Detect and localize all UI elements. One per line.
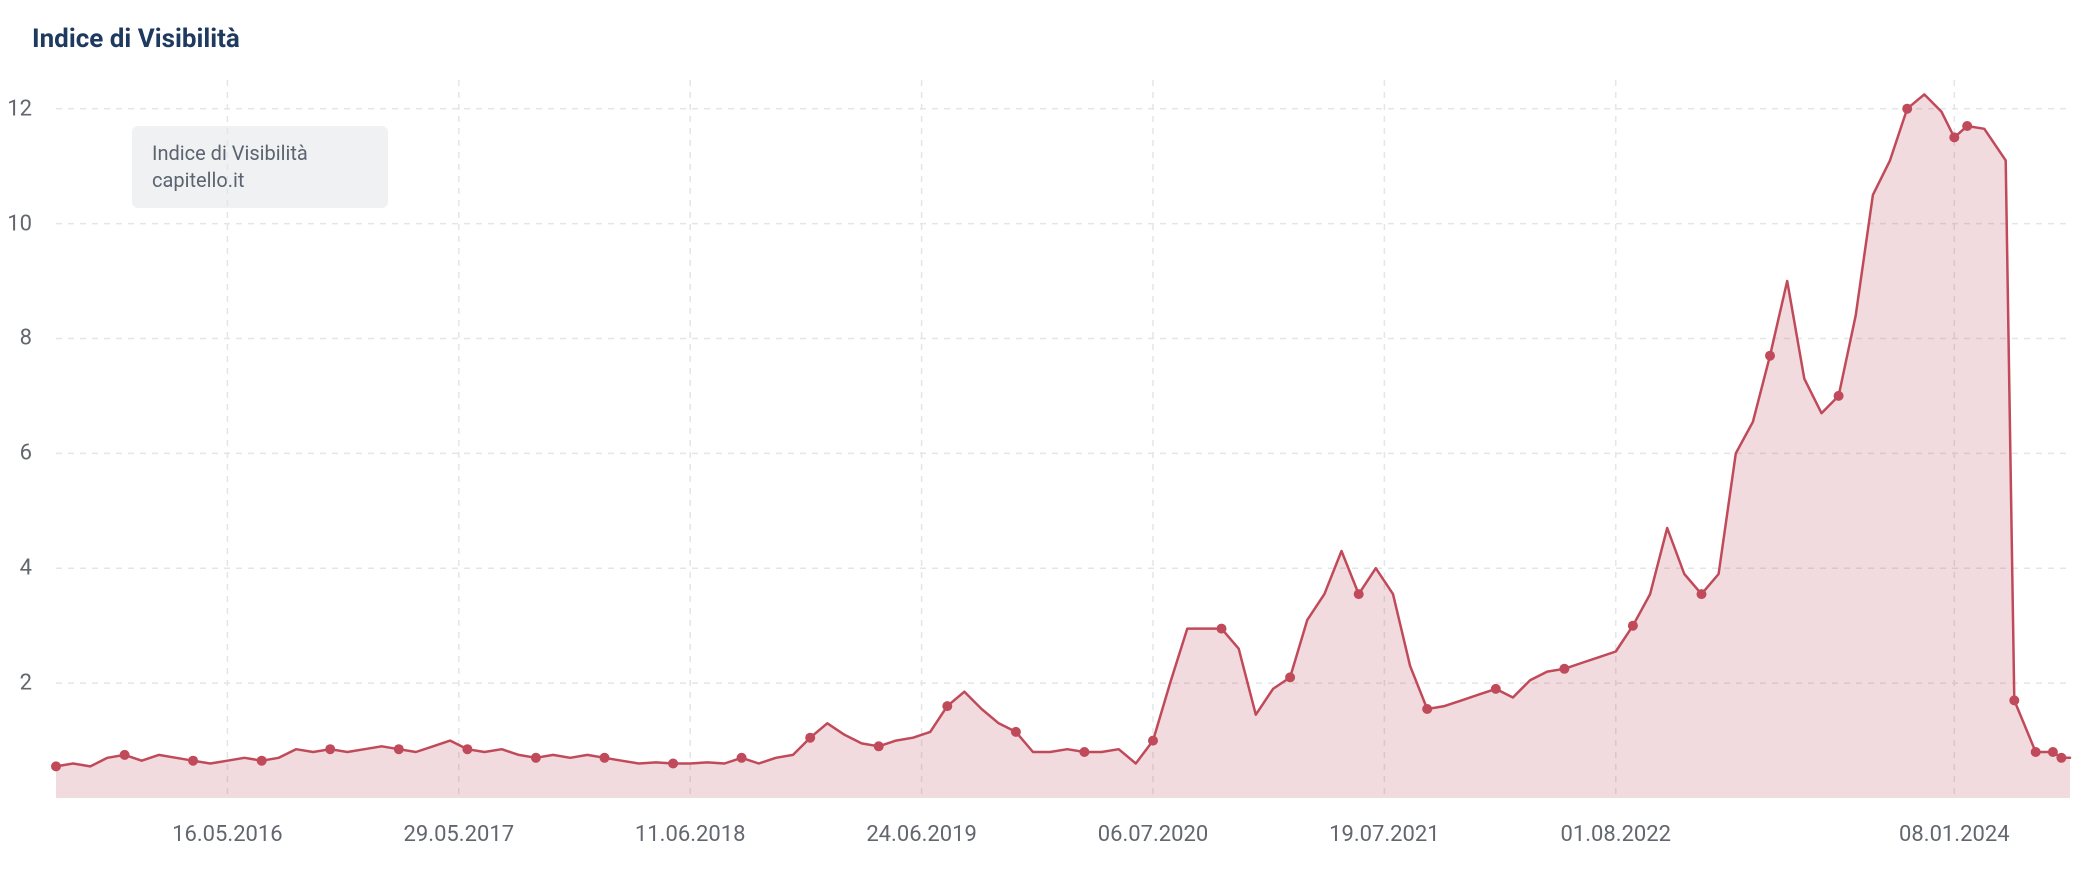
series-marker [1697,589,1707,599]
series-marker [1834,391,1844,401]
visibility-chart [0,0,2084,878]
series-marker [1962,121,1972,131]
series-marker [394,744,404,754]
x-tick-label: 08.01.2024 [1899,822,2010,847]
series-marker [737,753,747,763]
series-area [56,94,2070,798]
y-tick-label: 6 [20,441,32,466]
series-marker [531,753,541,763]
series-marker [1285,672,1295,682]
series-marker [805,733,815,743]
series-marker [1902,104,1912,114]
series-marker [874,741,884,751]
series-marker [2009,695,2019,705]
x-tick-label: 01.08.2022 [1561,822,1672,847]
series-marker [668,759,678,769]
x-tick-label: 24.06.2019 [866,822,977,847]
series-marker [1079,747,1089,757]
y-tick-label: 8 [20,326,32,351]
series-marker [1354,589,1364,599]
series-marker [2056,753,2066,763]
series-marker [942,701,952,711]
y-tick-label: 12 [7,96,32,121]
series-marker [600,753,610,763]
series-marker [1949,132,1959,142]
series-marker [2048,747,2058,757]
series-marker [51,761,61,771]
series-marker [1559,664,1569,674]
series-marker [325,744,335,754]
y-tick-label: 4 [20,556,32,581]
series-marker [120,750,130,760]
series-marker [1011,727,1021,737]
y-tick-label: 2 [20,671,32,696]
series-marker [462,744,472,754]
x-tick-label: 29.05.2017 [404,822,515,847]
series-marker [2031,747,2041,757]
series-marker [1765,351,1775,361]
series-marker [1422,704,1432,714]
series-marker [1628,621,1638,631]
series-marker [1217,624,1227,634]
series-marker [188,756,198,766]
x-tick-label: 06.07.2020 [1098,822,1209,847]
x-tick-label: 16.05.2016 [172,822,283,847]
series-marker [1148,736,1158,746]
x-tick-label: 19.07.2021 [1329,822,1440,847]
series-marker [257,756,267,766]
y-tick-label: 10 [7,211,32,236]
x-tick-label: 11.06.2018 [635,822,746,847]
series-marker [1491,684,1501,694]
